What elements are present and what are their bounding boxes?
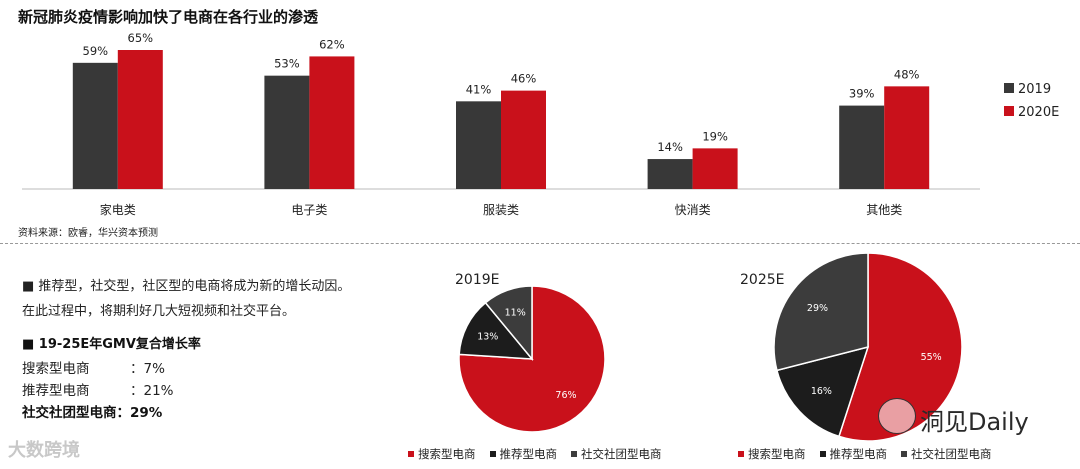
source-note: 资料来源：欧睿，华兴资本预测 (18, 228, 158, 239)
legend-swatch-gray (901, 451, 907, 457)
slice-label: 55% (921, 352, 942, 363)
slice-label: 76% (555, 390, 576, 401)
pie-slice-1 (458, 301, 534, 360)
slice-label: 13% (477, 331, 498, 342)
gmv-row-label: 搜索型电商 (22, 361, 90, 377)
bar-2019-服装类 (456, 101, 501, 189)
bar-2020E-电子类 (309, 56, 355, 189)
slice-label: 11% (505, 307, 526, 318)
bar-2020E-服装类 (501, 90, 546, 189)
legend-label: 2019 (1018, 82, 1051, 97)
category-label: 其他类 (866, 203, 902, 217)
bar-2020E-其他类 (884, 86, 930, 189)
pie-legend-2019e: 搜索型电商 推荐型电商 社交社团型电商 (408, 446, 662, 462)
pie-slice-1 (776, 345, 870, 438)
legend-label: 推荐型电商 (499, 447, 558, 461)
bullet-line-1: ■ 推荐型，社交型，社区型的电商将成为新的增长动因。 (22, 279, 351, 294)
pie-title-2019e: 2019E (455, 272, 500, 288)
category-label: 服装类 (483, 203, 519, 217)
legend-swatch-red (738, 451, 744, 457)
category-label: 快消类 (675, 203, 711, 217)
legend-swatch-gray (571, 451, 577, 457)
gmv-row-value: ：7% (130, 361, 165, 377)
pie-title-2025e: 2025E (740, 272, 785, 288)
legend-swatch-black (489, 451, 496, 457)
legend-item: 社交社团型电商 (901, 446, 992, 462)
data-label: 19% (702, 129, 728, 143)
data-label: 65% (128, 31, 154, 45)
legend-item: 搜索型电商 (408, 446, 476, 462)
chart-title: 新冠肺炎疫情影响加快了电商在各行业的渗透 (18, 8, 319, 26)
pie-chart-2019e: 76% 13% 11% (458, 285, 606, 433)
pie-slice-2 (484, 285, 533, 362)
bullet-line-2: 在此过程中，将期利好几大短视频和社交平台。 (22, 304, 296, 319)
legend-item: 推荐型电商 (819, 446, 888, 462)
slice-label: 16% (811, 386, 832, 397)
data-label: 59% (83, 44, 109, 58)
data-label: 46% (511, 72, 537, 86)
legend-label: 搜索型电商 (748, 447, 806, 461)
gmv-row-label: 社交社团型电商 (22, 405, 117, 421)
category-label: 电子类 (291, 203, 327, 217)
legend-label: 推荐型电商 (829, 447, 888, 461)
pie-slice-2 (773, 252, 869, 372)
watermark-right: 洞见Daily (920, 408, 1029, 436)
data-label: 14% (657, 140, 683, 154)
pie-chart-2025e: 55% 16% 29% (773, 252, 963, 442)
data-label: 39% (849, 87, 875, 101)
bar-2019-其他类 (839, 105, 885, 189)
gmv-row-label: 推荐型电商 (22, 383, 90, 399)
legend-label: 2020E (1018, 105, 1059, 120)
slice-label: 29% (807, 303, 828, 314)
legend-item: 推荐型电商 (489, 446, 558, 462)
bar-2019-电子类 (264, 75, 310, 189)
legend-label: 搜索型电商 (418, 447, 476, 461)
legend-item: 社交社团型电商 (571, 446, 662, 462)
watermark-left: 大数跨境 (8, 440, 80, 461)
bar-2019-快消类 (647, 159, 693, 189)
gmv-heading: ■ 19-25E年GMV复合增长率 (22, 337, 201, 352)
gmv-row-search: 搜索型电商 ：7% (22, 357, 165, 377)
wechat-logo-icon (878, 398, 916, 434)
gmv-row-value: ：29% (116, 405, 163, 421)
legend-swatch (1004, 83, 1014, 93)
legend-swatch-black (819, 451, 826, 457)
legend-swatch-red (408, 451, 414, 457)
legend-item: 搜索型电商 (738, 446, 806, 462)
data-label: 62% (319, 37, 345, 51)
data-label: 48% (894, 67, 920, 81)
category-label: 家电类 (100, 202, 136, 217)
dashed-divider (0, 243, 1080, 244)
data-label: 53% (274, 57, 300, 71)
pie-legend-2025e: 搜索型电商 推荐型电商 社交社团型电商 (738, 446, 992, 462)
gmv-row-recommend: 推荐型电商 ：21% (22, 379, 174, 399)
gmv-row-social: 社交社团型电商：29% (22, 401, 162, 421)
bar-2019-家电类 (72, 62, 118, 190)
legend-label: 社交社团型电商 (581, 447, 662, 461)
bar-chart: 59% 65% 家电类 53% 62% 电子类 41% 46% 服装类 14% 19% 快消类 39% 4… (22, 31, 1059, 217)
data-label: 41% (466, 82, 492, 96)
bar-2020E-家电类 (117, 50, 163, 189)
gmv-row-value: ：21% (130, 383, 174, 399)
legend-label: 社交社团型电商 (911, 447, 992, 461)
bar-2020E-快消类 (692, 148, 738, 189)
legend-swatch (1004, 106, 1014, 116)
pie-slice-0 (838, 252, 963, 442)
